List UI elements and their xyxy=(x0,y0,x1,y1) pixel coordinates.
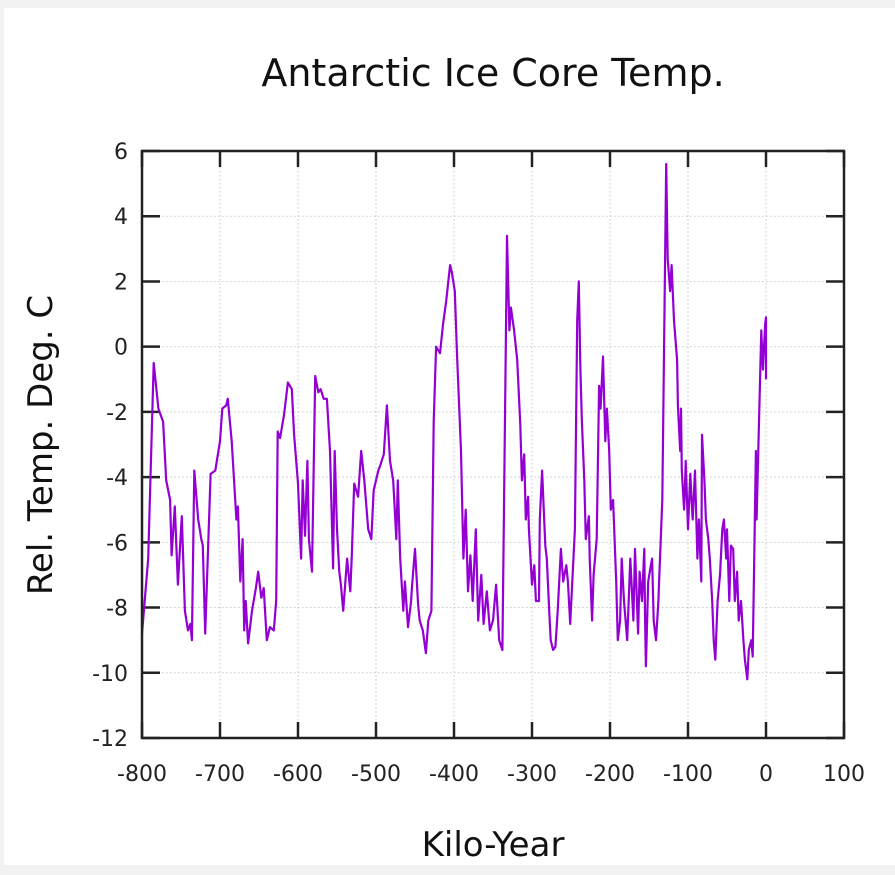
x-tick-label: -400 xyxy=(429,762,479,787)
y-tick-label: -4 xyxy=(106,466,128,491)
y-tick-label: 6 xyxy=(114,140,128,165)
x-tick-label: -100 xyxy=(663,762,713,787)
x-axis-label: Kilo-Year xyxy=(422,825,565,865)
x-tick-label: -500 xyxy=(351,762,401,787)
data-series xyxy=(140,162,768,681)
x-tick-label: 0 xyxy=(759,762,773,787)
y-tick-label: 0 xyxy=(114,336,128,361)
y-tick-label: -8 xyxy=(106,597,128,622)
y-tick-label: -10 xyxy=(92,662,128,687)
grid-lines xyxy=(142,151,844,738)
x-tick-label: -200 xyxy=(585,762,635,787)
x-tick-label: -700 xyxy=(195,762,245,787)
plot-frame xyxy=(140,149,846,740)
chart-title: Antarctic Ice Core Temp. xyxy=(261,51,724,95)
y-tick-label: -2 xyxy=(106,401,128,426)
y-tick-label: 2 xyxy=(114,270,128,295)
y-axis-label: Rel. Temp. Deg. C xyxy=(21,295,61,595)
x-tick-labels: -800 -700 -600 -500 -400 -300 -200 -100 0 100 xyxy=(117,762,865,787)
series-line xyxy=(140,162,768,681)
y-tick-label: -6 xyxy=(106,531,128,556)
y-tick-label: 4 xyxy=(114,205,128,230)
y-tick-label: -12 xyxy=(92,727,128,752)
x-tick-label: 100 xyxy=(823,762,865,787)
x-tick-label: -800 xyxy=(117,762,167,787)
y-tick-labels: 6 4 2 0 -2 -4 -6 -8 -10 -12 xyxy=(92,140,128,752)
x-tick-label: -300 xyxy=(507,762,557,787)
x-tick-label: -600 xyxy=(273,762,323,787)
axis-ticks xyxy=(140,149,846,740)
